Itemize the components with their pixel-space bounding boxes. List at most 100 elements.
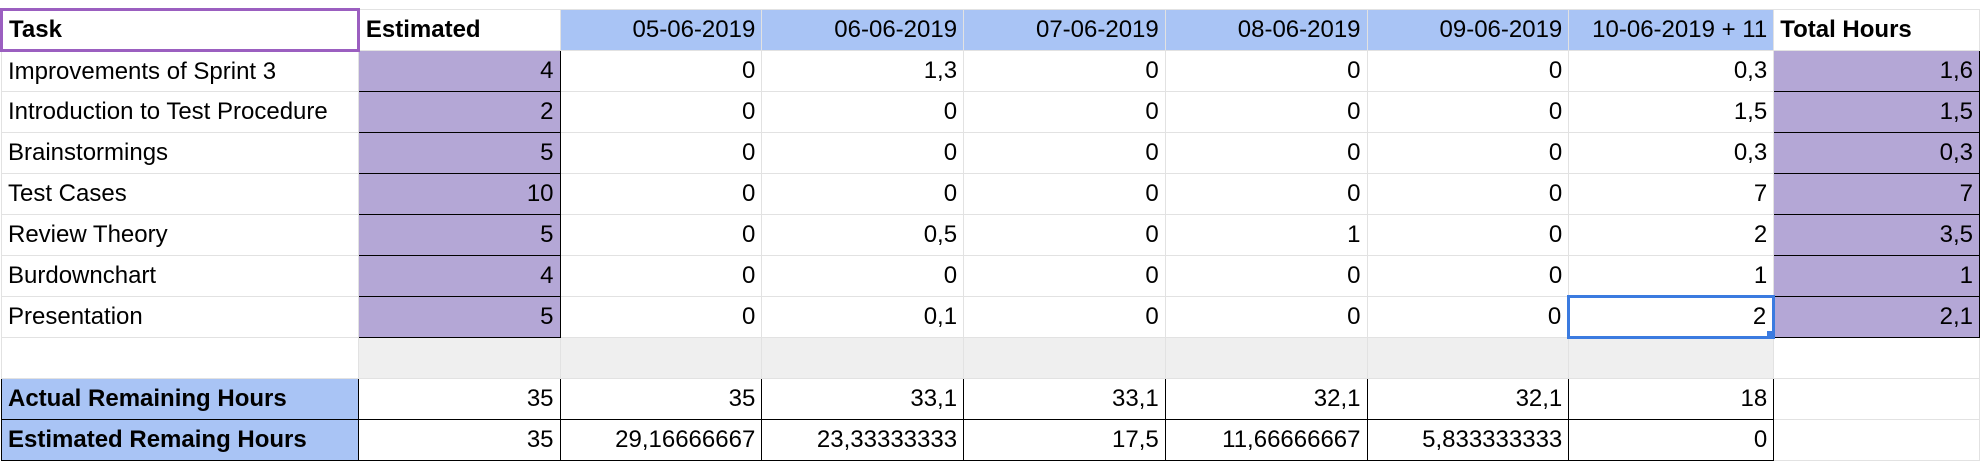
empty-cell[interactable] [1366,337,1570,379]
summary-value-cell[interactable]: 35 [559,378,763,420]
hours-cell[interactable]: 0 [559,214,763,256]
total-hours-cell[interactable]: 1,6 [1773,50,1980,92]
hours-cell[interactable]: 0 [1164,173,1368,215]
hours-cell[interactable]: 0 [1164,50,1368,92]
header-estimated[interactable]: Estimated [357,9,561,51]
task-name-cell[interactable]: Improvements of Sprint 3 [1,50,359,92]
hours-cell[interactable]: 0 [963,50,1166,92]
estimated-cell[interactable]: 10 [357,173,561,215]
hours-cell[interactable]: 0 [1366,91,1570,133]
header-date[interactable]: 05-06-2019 [559,9,763,51]
total-hours-cell[interactable]: 0,3 [1773,132,1980,174]
hours-cell[interactable]: 0 [963,173,1166,215]
summary-value-cell[interactable]: 32,1 [1366,378,1570,420]
hours-cell[interactable]: 0,5 [761,214,965,256]
hours-cell[interactable]: 0 [761,255,965,297]
hours-cell[interactable]: 1,3 [761,50,965,92]
hours-cell[interactable]: 0 [1164,132,1368,174]
header-date[interactable]: 09-06-2019 [1366,9,1570,51]
hours-cell[interactable]: 0 [963,91,1166,133]
hours-cell[interactable]: 0 [559,255,763,297]
summary-value-cell[interactable]: 33,1 [963,378,1166,420]
selected-cell[interactable]: 2 [1567,295,1776,339]
hours-cell[interactable]: 0,3 [1568,50,1775,92]
empty-cell[interactable] [1,337,359,379]
estimated-cell[interactable]: 4 [357,50,561,92]
header-date[interactable]: 06-06-2019 [761,9,965,51]
hours-cell[interactable]: 0 [559,132,763,174]
hours-cell[interactable]: 0 [559,173,763,215]
hours-cell[interactable]: 0 [963,255,1166,297]
hours-cell[interactable]: 2 [1568,214,1775,256]
estimated-cell[interactable]: 2 [357,91,561,133]
summary-value-cell[interactable]: 23,33333333 [761,419,965,461]
hours-cell[interactable]: 0,1 [761,296,965,338]
task-name-cell[interactable]: Review Theory [1,214,359,256]
summary-label-cell[interactable]: Estimated Remaing Hours [1,419,359,461]
estimated-cell[interactable]: 5 [357,132,561,174]
empty-cell[interactable] [1568,337,1775,379]
empty-cell[interactable] [1773,337,1980,379]
summary-value-cell[interactable]: 0 [1568,419,1775,461]
header-date[interactable]: 10-06-2019 + 11 [1568,9,1775,51]
hours-cell[interactable]: 0 [1164,91,1368,133]
summary-value-cell[interactable]: 33,1 [761,378,965,420]
hours-cell[interactable]: 0 [559,296,763,338]
hours-cell[interactable]: 0 [963,132,1166,174]
hours-cell[interactable]: 0,3 [1568,132,1775,174]
empty-cell[interactable] [761,337,965,379]
hours-cell[interactable]: 0 [1366,50,1570,92]
hours-cell[interactable]: 0 [963,296,1166,338]
summary-value-cell[interactable]: 29,16666667 [559,419,763,461]
task-name-cell[interactable]: Burdownchart [1,255,359,297]
hours-cell[interactable]: 0 [1366,296,1570,338]
hours-cell[interactable]: 7 [1568,173,1775,215]
summary-label-cell[interactable]: Actual Remaining Hours [1,378,359,420]
header-task[interactable]: Task [0,8,360,52]
hours-cell[interactable]: 0 [761,91,965,133]
hours-cell[interactable]: 0 [1366,132,1570,174]
summary-value-cell[interactable]: 17,5 [963,419,1166,461]
empty-cell[interactable] [1773,419,1980,461]
hours-cell[interactable]: 0 [761,132,965,174]
hours-cell[interactable]: 0 [1366,214,1570,256]
summary-value-cell[interactable]: 18 [1568,378,1775,420]
summary-value-cell[interactable]: 32,1 [1164,378,1368,420]
header-date[interactable]: 08-06-2019 [1164,9,1368,51]
header-total-hours[interactable]: Total Hours [1773,9,1980,51]
hours-cell[interactable]: 0 [559,50,763,92]
hours-cell[interactable]: 0 [1164,296,1368,338]
empty-cell[interactable] [1773,378,1980,420]
task-name-cell[interactable]: Brainstormings [1,132,359,174]
hours-cell[interactable]: 0 [1366,255,1570,297]
hours-cell[interactable]: 0 [1366,173,1570,215]
hours-cell[interactable]: 0 [963,214,1166,256]
summary-value-cell[interactable]: 5,833333333 [1366,419,1570,461]
summary-value-cell[interactable]: 35 [357,419,561,461]
estimated-cell[interactable]: 5 [357,214,561,256]
hours-cell[interactable]: 1,5 [1568,91,1775,133]
task-name-cell[interactable]: Presentation [1,296,359,338]
total-hours-cell[interactable]: 2,1 [1773,296,1980,338]
estimated-cell[interactable]: 4 [357,255,561,297]
empty-cell[interactable] [963,337,1166,379]
hours-cell[interactable]: 0 [761,173,965,215]
summary-value-cell[interactable]: 35 [357,378,561,420]
empty-cell[interactable] [1164,337,1368,379]
hours-cell[interactable]: 1 [1568,255,1775,297]
empty-cell[interactable] [357,337,561,379]
fill-handle[interactable] [1766,330,1771,335]
empty-cell[interactable] [559,337,763,379]
total-hours-cell[interactable]: 1,5 [1773,91,1980,133]
task-name-cell[interactable]: Test Cases [1,173,359,215]
total-hours-cell[interactable]: 7 [1773,173,1980,215]
hours-cell[interactable]: 0 [1164,255,1368,297]
header-date[interactable]: 07-06-2019 [963,9,1166,51]
total-hours-cell[interactable]: 3,5 [1773,214,1980,256]
hours-cell[interactable]: 0 [559,91,763,133]
hours-cell[interactable]: 1 [1164,214,1368,256]
summary-value-cell[interactable]: 11,66666667 [1164,419,1368,461]
task-name-cell[interactable]: Introduction to Test Procedure [1,91,359,133]
total-hours-cell[interactable]: 1 [1773,255,1980,297]
estimated-cell[interactable]: 5 [357,296,561,338]
